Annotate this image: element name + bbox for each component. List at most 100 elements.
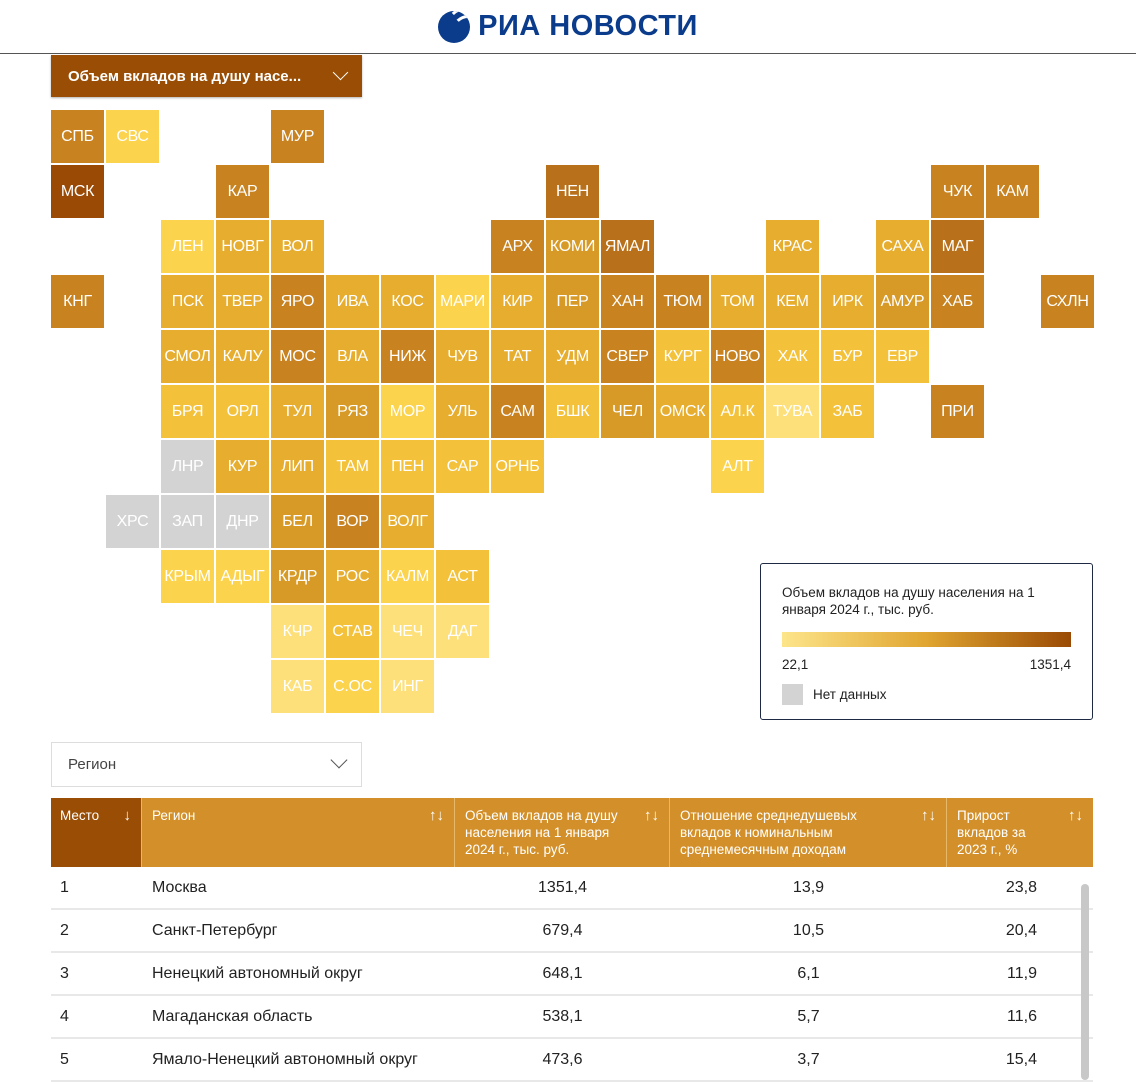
region-tile[interactable]: ТВЕР (216, 275, 269, 328)
sort-icon[interactable]: ↑↓ (429, 807, 444, 824)
region-tile[interactable]: ТОМ (711, 275, 764, 328)
region-dropdown[interactable]: Регион (51, 742, 362, 787)
region-tile[interactable]: КАР (216, 165, 269, 218)
region-tile[interactable]: ЯРО (271, 275, 324, 328)
column-header-deposits[interactable]: Объем вкладов на душу населения на 1 янв… (455, 798, 670, 867)
region-tile[interactable]: СПБ (51, 110, 104, 163)
region-tile[interactable]: КРЫМ (161, 550, 214, 603)
region-tile[interactable]: СВЕР (601, 330, 654, 383)
region-tile[interactable]: БРЯ (161, 385, 214, 438)
region-tile[interactable]: АСТ (436, 550, 489, 603)
region-tile[interactable]: УЛЬ (436, 385, 489, 438)
region-tile[interactable]: ХАК (766, 330, 819, 383)
region-tile[interactable]: САР (436, 440, 489, 493)
region-tile[interactable]: КНГ (51, 275, 104, 328)
region-tile[interactable]: ВЛА (326, 330, 379, 383)
region-tile[interactable]: АДЫГ (216, 550, 269, 603)
region-tile[interactable]: МУР (271, 110, 324, 163)
region-tile[interactable]: ЧЕЧ (381, 605, 434, 658)
region-tile[interactable]: ПСК (161, 275, 214, 328)
region-tile[interactable]: ПЕР (546, 275, 599, 328)
table-row[interactable]: 5 Ямало-Ненецкий автономный округ 473,6 3,7… (51, 1039, 1093, 1082)
region-tile[interactable]: ХРС (106, 495, 159, 548)
region-tile[interactable]: ВОЛГ (381, 495, 434, 548)
region-tile[interactable]: КЧР (271, 605, 324, 658)
region-tile[interactable]: БЕЛ (271, 495, 324, 548)
table-row[interactable]: 2 Санкт-Петербург 679,4 10,5 20,4 (51, 910, 1093, 953)
table-row[interactable]: 3 Ненецкий автономный округ 648,1 6,1 11,9 (51, 953, 1093, 996)
metric-dropdown[interactable]: Объем вкладов на душу насе... (51, 55, 362, 97)
region-tile[interactable]: ТЮМ (656, 275, 709, 328)
region-tile[interactable]: ИРК (821, 275, 874, 328)
region-tile[interactable]: УДМ (546, 330, 599, 383)
region-tile[interactable]: БШК (546, 385, 599, 438)
region-tile[interactable]: ДНР (216, 495, 269, 548)
region-tile[interactable]: ТУЛ (271, 385, 324, 438)
region-tile[interactable]: НОВО (711, 330, 764, 383)
region-tile[interactable]: НОВГ (216, 220, 269, 273)
region-tile[interactable]: ЧУК (931, 165, 984, 218)
region-tile[interactable]: ИВА (326, 275, 379, 328)
sort-icon[interactable]: ↑↓ (644, 807, 659, 824)
region-tile[interactable]: ЛИП (271, 440, 324, 493)
region-tile[interactable]: ЧЕЛ (601, 385, 654, 438)
region-tile[interactable]: МСК (51, 165, 104, 218)
sort-desc-icon[interactable]: ↓ (123, 807, 132, 824)
region-tile[interactable]: ЗАП (161, 495, 214, 548)
region-tile[interactable]: ТАМ (326, 440, 379, 493)
region-tile[interactable]: МОС (271, 330, 324, 383)
table-scrollbar[interactable] (1081, 884, 1089, 1080)
region-tile[interactable]: КРДР (271, 550, 324, 603)
region-tile[interactable]: КАЛМ (381, 550, 434, 603)
column-header-place[interactable]: Место ↓ (51, 798, 142, 867)
region-tile[interactable]: ОМСК (656, 385, 709, 438)
column-header-ratio[interactable]: Отношение среднедушевых вкладов к номина… (670, 798, 947, 867)
region-tile[interactable]: ОРНБ (491, 440, 544, 493)
table-row[interactable]: 1 Москва 1351,4 13,9 23,8 (51, 867, 1093, 910)
region-tile[interactable]: РЯЗ (326, 385, 379, 438)
region-tile[interactable]: ЛЕН (161, 220, 214, 273)
region-tile[interactable]: БУР (821, 330, 874, 383)
sort-icon[interactable]: ↑↓ (921, 807, 936, 824)
table-row[interactable]: 4 Магаданская область 538,1 5,7 11,6 (51, 996, 1093, 1039)
region-tile[interactable]: ВОР (326, 495, 379, 548)
sort-icon[interactable]: ↑↓ (1068, 807, 1083, 824)
region-tile[interactable]: САМ (491, 385, 544, 438)
region-tile[interactable]: АЛТ (711, 440, 764, 493)
region-tile[interactable]: КАЛУ (216, 330, 269, 383)
region-tile[interactable]: ВОЛ (271, 220, 324, 273)
region-tile[interactable]: ИНГ (381, 660, 434, 713)
region-tile[interactable]: КОС (381, 275, 434, 328)
region-tile[interactable]: САХА (876, 220, 929, 273)
logo-text[interactable]: РИА НОВОСТИ (478, 10, 698, 42)
region-tile[interactable]: НИЖ (381, 330, 434, 383)
column-header-region[interactable]: Регион ↑↓ (142, 798, 455, 867)
region-tile[interactable]: ЧУВ (436, 330, 489, 383)
region-tile[interactable]: МОР (381, 385, 434, 438)
region-tile[interactable]: ТУВА (766, 385, 819, 438)
region-tile[interactable]: КУР (216, 440, 269, 493)
region-tile[interactable]: КУРГ (656, 330, 709, 383)
region-tile[interactable]: КАМ (986, 165, 1039, 218)
region-tile[interactable]: ЕВР (876, 330, 929, 383)
region-tile[interactable]: ПРИ (931, 385, 984, 438)
region-tile[interactable]: РОС (326, 550, 379, 603)
region-tile[interactable]: СТАВ (326, 605, 379, 658)
region-tile[interactable]: КАБ (271, 660, 324, 713)
region-tile[interactable]: КОМИ (546, 220, 599, 273)
region-tile[interactable]: СМОЛ (161, 330, 214, 383)
region-tile[interactable]: АЛ.К (711, 385, 764, 438)
region-tile[interactable]: КИР (491, 275, 544, 328)
region-tile[interactable]: ЯМАЛ (601, 220, 654, 273)
region-tile[interactable]: СХЛН (1041, 275, 1094, 328)
region-tile[interactable]: ЛНР (161, 440, 214, 493)
region-tile[interactable]: СВС (106, 110, 159, 163)
region-tile[interactable]: КЕМ (766, 275, 819, 328)
region-tile[interactable]: АРХ (491, 220, 544, 273)
region-tile[interactable]: ПЕН (381, 440, 434, 493)
region-tile[interactable]: МАРИ (436, 275, 489, 328)
column-header-growth[interactable]: Прирост вкладов за 2023 г., % ↑↓ (947, 798, 1093, 867)
region-tile[interactable]: ОРЛ (216, 385, 269, 438)
region-tile[interactable]: ХАБ (931, 275, 984, 328)
region-tile[interactable]: АМУР (876, 275, 929, 328)
